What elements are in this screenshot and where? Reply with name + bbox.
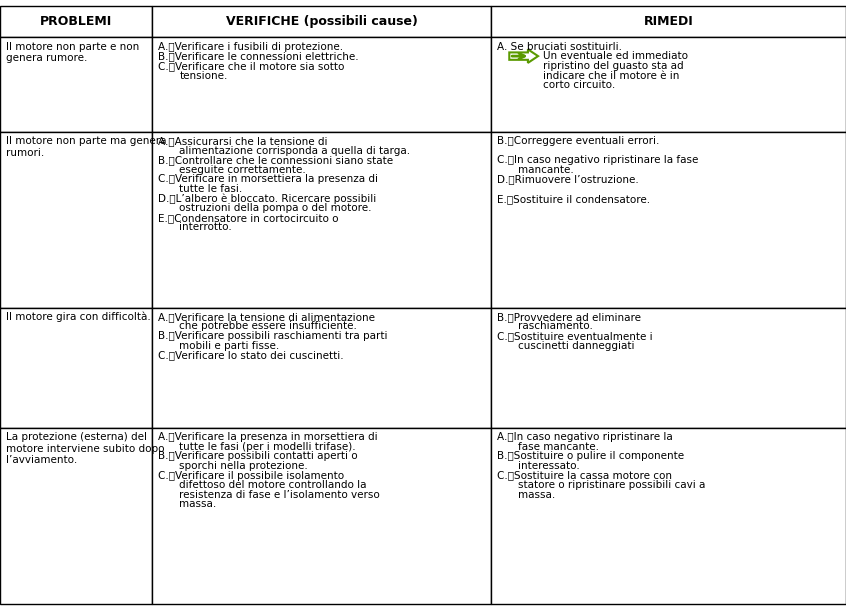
Text: D.	Rimuovere l’ostruzione.: D. Rimuovere l’ostruzione. (497, 174, 639, 185)
Text: Il motore non parte e non
genera rumore.: Il motore non parte e non genera rumore. (6, 42, 140, 63)
Text: B.	Verificare le connessioni elettriche.: B. Verificare le connessioni elettriche. (158, 51, 359, 62)
Bar (152, 132, 491, 307)
Text: fase mancante.: fase mancante. (518, 442, 599, 452)
Text: C.	In caso negativo ripristinare la fase: C. In caso negativo ripristinare la fase (497, 155, 698, 165)
Text: A.	Verificare la tensione di alimentazione: A. Verificare la tensione di alimentazio… (158, 312, 376, 322)
Bar (0, 428, 152, 604)
Text: corto circuito.: corto circuito. (543, 80, 615, 90)
Text: indicare che il motore è in: indicare che il motore è in (543, 70, 679, 81)
Text: RIMEDI: RIMEDI (644, 15, 693, 28)
Bar (0, 6, 152, 38)
Text: C.	Verificare che il motore sia sotto: C. Verificare che il motore sia sotto (158, 61, 344, 71)
Text: interrotto.: interrotto. (179, 222, 232, 232)
Text: E.	Condensatore in cortocircuito o: E. Condensatore in cortocircuito o (158, 213, 338, 223)
Bar (152, 38, 491, 132)
Text: massa.: massa. (518, 490, 555, 500)
Text: Un eventuale ed immediato: Un eventuale ed immediato (543, 51, 688, 62)
Text: ostruzioni della pompa o del motore.: ostruzioni della pompa o del motore. (179, 203, 372, 213)
Text: mobili e parti fisse.: mobili e parti fisse. (179, 341, 279, 351)
Text: B.	Provvedere ad eliminare: B. Provvedere ad eliminare (497, 312, 640, 322)
Bar (0, 307, 152, 428)
Text: massa.: massa. (179, 500, 217, 509)
Text: C.	Verificare in morsettiera la presenza di: C. Verificare in morsettiera la presenza… (158, 174, 378, 185)
Bar (491, 428, 846, 604)
Text: A.	In caso negativo ripristinare la: A. In caso negativo ripristinare la (497, 432, 673, 442)
Text: interessato.: interessato. (518, 461, 580, 471)
Text: C.	Verificare il possibile isolamento: C. Verificare il possibile isolamento (158, 471, 344, 480)
Text: PROBLEMI: PROBLEMI (40, 15, 113, 28)
Text: raschiamento.: raschiamento. (518, 322, 593, 331)
Text: A.	Verificare la presenza in morsettiera di: A. Verificare la presenza in morsettiera… (158, 432, 378, 442)
Text: C.	Sostituire eventualmente i: C. Sostituire eventualmente i (497, 331, 652, 341)
FancyArrow shape (509, 49, 538, 63)
Text: eseguite correttamente.: eseguite correttamente. (179, 165, 306, 175)
Text: mancante.: mancante. (518, 165, 574, 175)
Text: sporchi nella protezione.: sporchi nella protezione. (179, 461, 308, 471)
Text: statore o ripristinare possibili cavi a: statore o ripristinare possibili cavi a (518, 480, 705, 490)
Text: A.	Assicurarsi che la tensione di: A. Assicurarsi che la tensione di (158, 136, 327, 146)
Text: B.	Correggere eventuali errori.: B. Correggere eventuali errori. (497, 136, 659, 146)
Text: tensione.: tensione. (179, 70, 228, 81)
Bar (491, 38, 846, 132)
Text: B.	Verificare possibili raschiamenti tra parti: B. Verificare possibili raschiamenti tra… (158, 331, 387, 341)
Text: Il motore gira con difficoltà.: Il motore gira con difficoltà. (6, 312, 151, 322)
Text: tutte le fasi (per i modelli trifase).: tutte le fasi (per i modelli trifase). (179, 442, 356, 452)
Bar (491, 6, 846, 38)
Text: tutte le fasi.: tutte le fasi. (179, 184, 243, 194)
Text: B.	Verificare possibili contatti aperti o: B. Verificare possibili contatti aperti … (158, 452, 358, 461)
Bar (152, 428, 491, 604)
Text: cuscinetti danneggiati: cuscinetti danneggiati (518, 341, 634, 351)
Text: Il motore non parte ma genera
rumori.: Il motore non parte ma genera rumori. (6, 136, 167, 158)
Text: resistenza di fase e l’isolamento verso: resistenza di fase e l’isolamento verso (179, 490, 380, 500)
Bar (491, 132, 846, 307)
Text: alimentazione corrisponda a quella di targa.: alimentazione corrisponda a quella di ta… (179, 146, 410, 156)
Text: A. Se bruciati sostituirli.: A. Se bruciati sostituirli. (497, 42, 622, 52)
Text: B.	Controllare che le connessioni siano state: B. Controllare che le connessioni siano … (158, 155, 393, 165)
Text: VERIFICHE (possibili cause): VERIFICHE (possibili cause) (226, 15, 417, 28)
Text: A.	Verificare i fusibili di protezione.: A. Verificare i fusibili di protezione. (158, 42, 343, 52)
Bar (491, 307, 846, 428)
Bar (152, 307, 491, 428)
Text: B.	Sostituire o pulire il componente: B. Sostituire o pulire il componente (497, 452, 684, 461)
Text: che potrebbe essere insufficiente.: che potrebbe essere insufficiente. (179, 322, 357, 331)
Bar (0, 38, 152, 132)
Text: ripristino del guasto sta ad: ripristino del guasto sta ad (543, 61, 684, 71)
Text: E.	Sostituire il condensatore.: E. Sostituire il condensatore. (497, 193, 650, 204)
Text: D.	L’albero è bloccato. Ricercare possibili: D. L’albero è bloccato. Ricercare possib… (158, 193, 376, 204)
Text: C.	Verificare lo stato dei cuscinetti.: C. Verificare lo stato dei cuscinetti. (158, 351, 343, 360)
Text: La protezione (esterna) del
motore interviene subito dopo
l’avviamento.: La protezione (esterna) del motore inter… (6, 432, 164, 466)
Bar (0, 132, 152, 307)
Bar (152, 6, 491, 38)
Text: difettoso del motore controllando la: difettoso del motore controllando la (179, 480, 367, 490)
Text: C.	Sostituire la cassa motore con: C. Sostituire la cassa motore con (497, 471, 672, 480)
